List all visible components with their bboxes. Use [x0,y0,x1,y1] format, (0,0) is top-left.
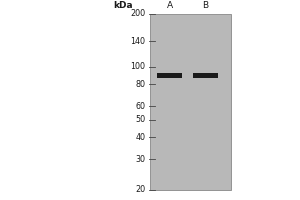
Text: A: A [167,1,172,10]
Text: kDa: kDa [113,1,133,10]
Text: 80: 80 [136,80,146,89]
Bar [157,73,182,78]
Text: 50: 50 [135,115,146,124]
Text: B: B [202,1,208,10]
Text: 40: 40 [136,133,146,142]
Text: 30: 30 [136,155,146,164]
Bar [150,14,231,190]
Text: 60: 60 [136,102,146,111]
Text: 200: 200 [130,9,146,19]
Text: 140: 140 [130,37,146,46]
Bar [193,73,218,78]
Text: 20: 20 [135,186,146,194]
Text: 100: 100 [130,62,146,71]
